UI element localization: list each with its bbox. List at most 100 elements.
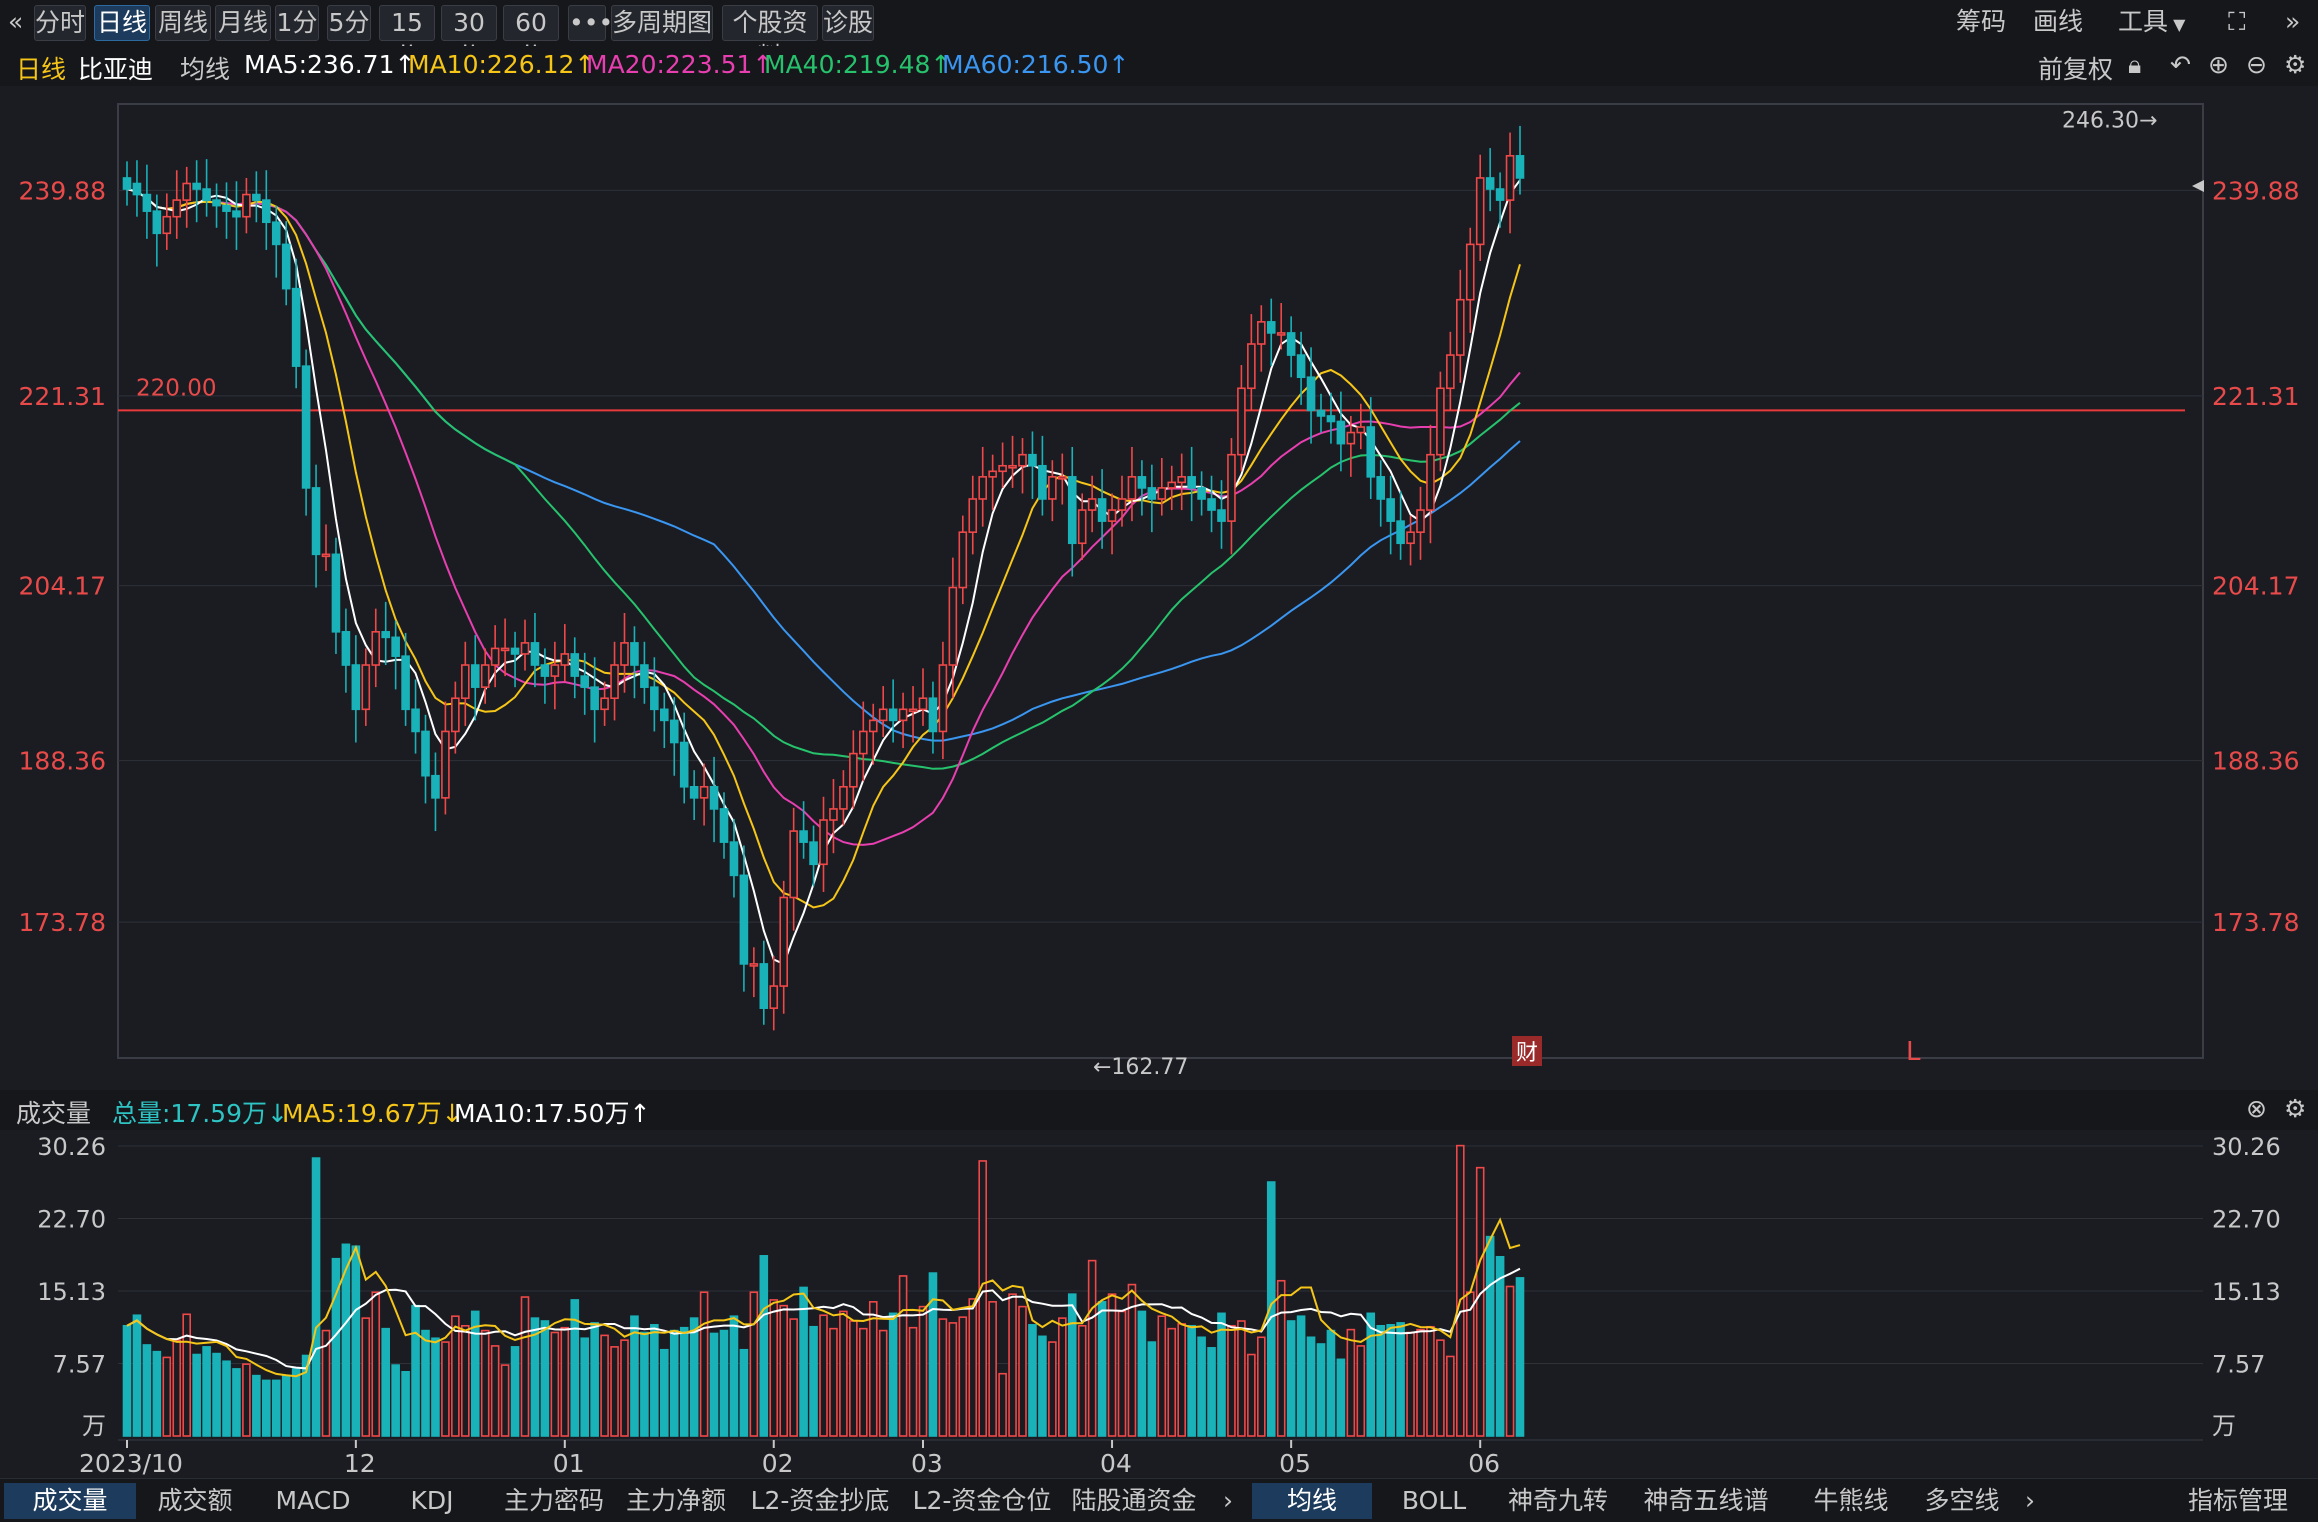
tab-7[interactable]: 30分 (441, 5, 497, 71)
candle-body (978, 476, 988, 500)
volume-bar (520, 1296, 530, 1437)
candle-body (679, 741, 689, 788)
settings-icon[interactable]: ⚙ (2284, 50, 2307, 79)
overlay-tab[interactable]: 均线 (1252, 1483, 1372, 1519)
volume-tick-label: 7.57 (53, 1350, 106, 1378)
tab-6[interactable]: 15分 (379, 5, 435, 71)
volume-bar (331, 1257, 341, 1437)
ma60-line (126, 188, 1521, 742)
volume-bar (1187, 1324, 1196, 1437)
candle-body (271, 221, 281, 246)
overlay-tab[interactable]: 神奇五线谱 (1643, 1486, 1769, 1515)
adjust-button[interactable]: 前复权 (2038, 55, 2114, 84)
volume-bar (152, 1350, 162, 1437)
undo-icon[interactable]: ↶ (2170, 50, 2191, 79)
volume-chart[interactable]: 30.26 22.70 15.13 7.57 万 30.26 22.70 15.13 7.57… (0, 1130, 2318, 1478)
candle-body (709, 785, 719, 810)
candle (630, 626, 639, 699)
candle (1067, 446, 1077, 577)
tab-9[interactable]: ••• (568, 5, 613, 41)
zoom-in-icon[interactable]: ⊕ (2208, 50, 2229, 79)
tab-1[interactable]: 日线 (94, 5, 150, 41)
draw-button[interactable]: 画线 (2033, 7, 2084, 36)
candle (132, 160, 142, 217)
volume-bar (819, 1314, 828, 1437)
volume-bar (1426, 1325, 1435, 1437)
candle-body (858, 730, 868, 755)
candle (490, 625, 500, 688)
tab-5[interactable]: 5分 (327, 5, 371, 41)
tab-8[interactable]: 60分 (503, 5, 559, 71)
candle (1087, 475, 1097, 533)
indicator-tab[interactable]: 主力净额 (625, 1486, 726, 1515)
price-tick-label: 239.88 (19, 176, 106, 205)
indicator-tab[interactable]: L2-资金仓位 (912, 1486, 1052, 1515)
candle (659, 692, 669, 749)
candle (431, 752, 440, 832)
indicator-tab[interactable]: 成交额 (157, 1486, 233, 1515)
x-tick-label: 2023/10 (79, 1449, 183, 1478)
volume-bar (948, 1322, 958, 1437)
tab-3[interactable]: 月线 (215, 5, 271, 41)
overlay-tab[interactable]: BOLL (1401, 1486, 1467, 1515)
fullscreen-icon[interactable]: ⛶ (2228, 7, 2246, 36)
indicator-tab[interactable]: L2-资金抄底 (750, 1486, 890, 1515)
overlay-tab[interactable]: 多空线 (1924, 1486, 2000, 1515)
tab-0[interactable]: 分时 (34, 5, 86, 41)
back-icon[interactable]: « (8, 7, 24, 36)
candle-body (659, 708, 669, 722)
candle (182, 166, 191, 228)
volume-bar (1157, 1315, 1167, 1437)
candle-body (1366, 426, 1376, 478)
collapse-icon[interactable]: » (2285, 7, 2301, 36)
volume-total: 总量:17.59万↓ (112, 1099, 288, 1128)
candle-body (510, 647, 520, 655)
candle-body (1247, 343, 1256, 390)
volume-bar (540, 1320, 550, 1437)
settings-icon[interactable]: ⚙ (2284, 1094, 2307, 1123)
overlay-tab[interactable]: 牛熊线 (1813, 1486, 1889, 1515)
indicator-tab[interactable]: 陆股通资金 (1071, 1486, 1197, 1515)
indicator-tab[interactable]: 主力密码 (503, 1486, 604, 1515)
candle-body (232, 210, 241, 218)
ma-label[interactable]: 均线 (180, 55, 231, 84)
lock-icon[interactable]: 🔒︎ (2128, 50, 2142, 79)
price-chart[interactable]: 239.88 221.31 204.17 188.36 173.78 239.88 221… (0, 86, 2318, 1090)
volume-bar (849, 1320, 858, 1437)
chevron-right-icon[interactable]: › (1223, 1486, 1233, 1515)
l-marker: L (1906, 1037, 1921, 1067)
tab-4[interactable]: 1分 (275, 5, 319, 41)
volume-bar (162, 1356, 172, 1437)
indicator-manager-button[interactable]: 指标管理 (2187, 1486, 2288, 1515)
candle-body (1167, 481, 1177, 489)
zoom-out-icon[interactable]: ⊖ (2246, 50, 2267, 79)
candle (640, 641, 649, 704)
candle-body (580, 675, 590, 688)
close-icon[interactable]: ⊗ (2246, 1094, 2267, 1123)
candle (1097, 469, 1107, 549)
candle-body (1456, 298, 1465, 356)
tab-11[interactable]: 个股资料 (722, 5, 818, 71)
candle-body (1465, 243, 1475, 301)
tab-10[interactable]: 多周期图 ▼ (611, 5, 713, 72)
tools-button[interactable]: 工具 ▼ (2118, 5, 2185, 39)
tab-2[interactable]: 周线 (155, 5, 211, 41)
volume-bar (759, 1255, 769, 1437)
candle (958, 515, 968, 605)
caret-down-icon: ▼ (2168, 15, 2186, 34)
candle-body (719, 808, 729, 843)
candle (1147, 464, 1157, 533)
overlay-tab[interactable]: 神奇九转 (1507, 1486, 1608, 1515)
candle (1217, 480, 1226, 549)
indicator-tab[interactable]: 成交量 (4, 1483, 136, 1519)
volume-bar (431, 1337, 440, 1437)
chips-button[interactable]: 筹码 (1956, 7, 2007, 36)
tab-12[interactable]: 诊股 (822, 5, 874, 41)
candle-body (789, 830, 798, 899)
volume-bar (142, 1344, 152, 1437)
indicator-tab[interactable]: KDJ (410, 1486, 454, 1515)
volume-bar (1436, 1339, 1445, 1437)
candle (291, 258, 301, 389)
chevron-right-icon[interactable]: › (2025, 1486, 2035, 1515)
indicator-tab[interactable]: MACD (275, 1486, 351, 1515)
